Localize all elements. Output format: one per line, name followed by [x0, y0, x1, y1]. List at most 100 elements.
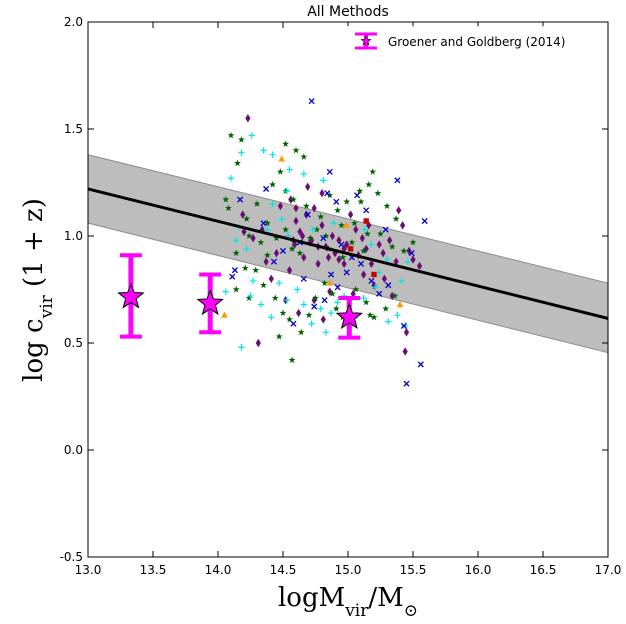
plus-point — [317, 305, 324, 312]
series-square — [347, 218, 377, 278]
plus-point — [383, 256, 391, 263]
star-point — [306, 234, 314, 242]
plus-point — [264, 226, 271, 233]
plus-point — [269, 151, 276, 158]
diamond-point — [381, 274, 387, 283]
diamond-point — [341, 259, 347, 269]
square-point — [363, 218, 369, 224]
diamond-point — [361, 270, 367, 279]
star-point — [388, 243, 396, 250]
plus-point — [283, 297, 291, 304]
star-point — [288, 356, 296, 364]
x-point — [304, 211, 311, 218]
diamond-point — [327, 287, 333, 296]
diamond-point — [410, 255, 416, 264]
x-point — [333, 198, 340, 205]
star-point — [374, 189, 382, 197]
star-point — [360, 247, 368, 254]
diamond-point — [400, 221, 406, 230]
plus-point — [269, 200, 276, 208]
x-point — [417, 361, 424, 368]
plus-point — [283, 187, 291, 195]
x-point — [290, 320, 297, 327]
star-point — [352, 285, 360, 293]
x-point — [357, 260, 365, 267]
triangle-point — [221, 311, 228, 318]
x-point — [338, 241, 345, 248]
x-tick-label: 17.0 — [595, 563, 622, 577]
plus-point — [322, 329, 330, 336]
diamond-point — [336, 255, 342, 264]
plus-point — [260, 147, 267, 154]
diamond-point — [402, 347, 408, 356]
y-tick-label: 0.0 — [64, 443, 83, 457]
plus-point — [300, 301, 307, 308]
star-point — [305, 311, 313, 319]
x-point — [326, 168, 333, 175]
star-point — [237, 136, 245, 143]
x-point — [328, 271, 335, 278]
plus-point — [275, 279, 283, 287]
diamond-point — [319, 189, 325, 198]
x-point — [385, 282, 392, 289]
diamond-point — [319, 221, 325, 230]
diamond-point — [303, 210, 309, 219]
star-point — [409, 238, 417, 246]
star-point — [370, 313, 378, 321]
x-point — [237, 196, 244, 203]
plus-point — [249, 277, 257, 285]
star-point — [362, 298, 370, 306]
plus-point — [294, 286, 301, 293]
y-tick-label: 1.0 — [64, 229, 83, 243]
triangle-point — [326, 279, 334, 286]
star-point — [365, 181, 373, 188]
diamond-point — [301, 253, 307, 262]
diamond-point — [359, 233, 365, 243]
star-point — [351, 219, 358, 227]
x-point — [382, 226, 389, 233]
star-point — [224, 204, 232, 212]
star-point — [279, 309, 287, 316]
star-point — [328, 290, 336, 297]
star-point — [400, 247, 408, 254]
star-point — [227, 131, 235, 139]
star-point — [313, 225, 321, 233]
x-point — [260, 220, 267, 227]
highlight-point-1 — [117, 253, 145, 339]
y-axis-label: log cvir (1 + z) — [19, 198, 57, 382]
x-point — [324, 190, 331, 197]
x-point — [311, 303, 318, 310]
plus-point — [238, 344, 245, 351]
star-point — [260, 281, 267, 289]
x-point — [343, 269, 350, 276]
star-point — [275, 332, 283, 340]
diamond-point — [250, 233, 256, 243]
diamond-point — [396, 206, 402, 215]
star-point — [348, 238, 356, 246]
star-point — [383, 202, 391, 209]
legend-marker — [355, 32, 377, 50]
plus-point — [227, 175, 235, 182]
star-point — [232, 249, 240, 257]
square-point — [347, 246, 354, 252]
diamond-point — [263, 257, 269, 266]
x-tick-label: 16.0 — [465, 563, 492, 577]
series-triangle — [221, 155, 404, 318]
y-axis: 2.0 1.5 1.0 0.5 0.0 -0.5 — [60, 15, 608, 564]
y-tick-label: 1.5 — [64, 122, 83, 136]
diamond-point — [240, 210, 246, 219]
plus-point — [233, 237, 240, 244]
y-tick-label: 0.5 — [64, 336, 83, 350]
triangle-point — [396, 300, 404, 308]
x-point — [334, 284, 341, 291]
diamond-point — [376, 240, 382, 249]
legend-frame — [342, 26, 604, 56]
plus-point — [330, 219, 337, 227]
plus-point — [402, 322, 409, 330]
star-point — [377, 230, 384, 237]
star-point — [232, 285, 240, 293]
star-point — [243, 215, 251, 222]
highlight-star — [335, 302, 364, 329]
plus-point — [247, 292, 254, 300]
plus-point — [360, 294, 367, 302]
